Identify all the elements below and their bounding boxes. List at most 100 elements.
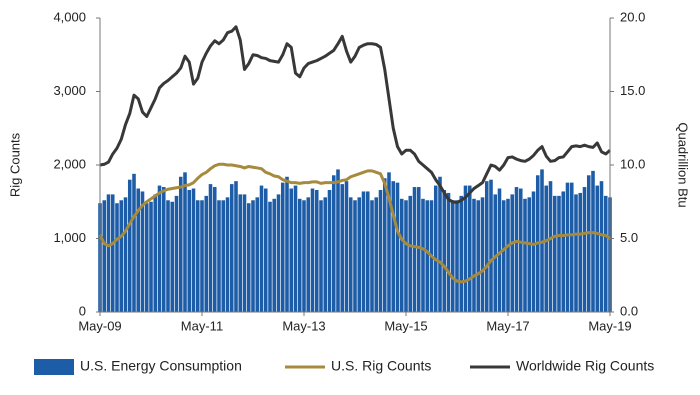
y2-tick-label: 0.0 bbox=[620, 303, 638, 318]
bar bbox=[497, 188, 502, 312]
bar bbox=[480, 197, 485, 312]
y2-tick-label: 10.0 bbox=[620, 156, 645, 171]
bar bbox=[208, 184, 213, 312]
bar bbox=[595, 185, 600, 312]
bar bbox=[336, 169, 340, 312]
bar bbox=[591, 170, 595, 312]
bar bbox=[255, 197, 260, 312]
bar bbox=[574, 194, 578, 312]
legend-label: U.S. Energy Consumption bbox=[80, 358, 242, 374]
bar bbox=[340, 184, 345, 312]
bar bbox=[166, 200, 170, 312]
bar bbox=[374, 197, 379, 312]
bar bbox=[119, 200, 124, 312]
bar bbox=[238, 194, 243, 312]
bar bbox=[472, 198, 476, 312]
bar bbox=[306, 197, 311, 312]
bar bbox=[144, 203, 149, 312]
bar bbox=[183, 172, 187, 312]
bar bbox=[140, 191, 145, 312]
bar bbox=[310, 188, 315, 312]
bar bbox=[344, 181, 349, 312]
x-tick-label: May-15 bbox=[384, 318, 427, 333]
bar bbox=[603, 195, 608, 312]
bar bbox=[365, 191, 370, 312]
bar bbox=[531, 191, 536, 312]
bar bbox=[586, 175, 591, 312]
bar bbox=[280, 182, 285, 312]
bar bbox=[544, 185, 549, 312]
y-tick-label: 4,000 bbox=[53, 9, 86, 24]
bar bbox=[412, 187, 417, 312]
bar bbox=[161, 187, 166, 312]
bar bbox=[285, 176, 289, 312]
bar bbox=[387, 172, 391, 312]
bar bbox=[314, 189, 319, 312]
line bbox=[98, 162, 611, 284]
bar bbox=[204, 195, 209, 312]
y-tick-label: 0 bbox=[79, 303, 86, 318]
x-tick-label: May-11 bbox=[181, 318, 223, 333]
bar bbox=[514, 187, 519, 312]
bar bbox=[127, 179, 132, 312]
bar bbox=[132, 173, 136, 312]
bar bbox=[467, 185, 472, 312]
bar bbox=[425, 200, 430, 312]
y-tick-label: 1,000 bbox=[53, 230, 86, 245]
bar bbox=[229, 184, 234, 312]
bar bbox=[438, 176, 442, 312]
bar bbox=[149, 201, 153, 312]
bar bbox=[459, 195, 464, 312]
x-tick-label: May-09 bbox=[78, 318, 121, 333]
bar bbox=[599, 181, 604, 312]
bar bbox=[293, 185, 298, 312]
bar bbox=[421, 198, 425, 312]
bar bbox=[548, 181, 553, 312]
bar bbox=[225, 197, 230, 312]
bar bbox=[200, 200, 204, 312]
bar bbox=[353, 200, 357, 312]
y-tick-label: 2,000 bbox=[53, 156, 86, 171]
bar bbox=[463, 185, 468, 312]
bar bbox=[174, 195, 179, 312]
bar bbox=[106, 194, 111, 312]
bar bbox=[404, 200, 408, 312]
bar bbox=[212, 187, 217, 312]
bar bbox=[484, 181, 489, 312]
bar bbox=[302, 200, 306, 312]
bar bbox=[557, 195, 561, 312]
bar bbox=[506, 198, 510, 312]
bar bbox=[527, 197, 532, 312]
legend-label: U.S. Rig Counts bbox=[331, 358, 431, 374]
bar bbox=[136, 188, 141, 312]
bar bbox=[569, 182, 574, 312]
bar bbox=[582, 187, 587, 312]
bar bbox=[416, 187, 421, 312]
bar bbox=[327, 189, 332, 312]
bar bbox=[561, 191, 566, 312]
bar bbox=[319, 200, 323, 312]
x-tick-label: May-19 bbox=[588, 318, 631, 333]
bar bbox=[399, 198, 404, 312]
bar bbox=[123, 197, 128, 312]
bar bbox=[191, 188, 196, 312]
line bbox=[99, 25, 611, 204]
bar bbox=[178, 176, 183, 312]
y2-tick-label: 5.0 bbox=[620, 230, 638, 245]
bar bbox=[442, 189, 447, 312]
bar bbox=[110, 194, 115, 312]
bar bbox=[523, 198, 527, 312]
bar bbox=[408, 195, 413, 312]
bar bbox=[157, 185, 162, 312]
bar bbox=[565, 182, 570, 312]
bar bbox=[272, 198, 277, 312]
bar bbox=[195, 200, 200, 312]
bar bbox=[552, 195, 557, 312]
bar bbox=[578, 192, 583, 312]
bar bbox=[455, 200, 459, 312]
bar bbox=[518, 188, 523, 312]
bar bbox=[493, 194, 498, 312]
bar bbox=[348, 197, 353, 312]
bar bbox=[217, 200, 221, 312]
